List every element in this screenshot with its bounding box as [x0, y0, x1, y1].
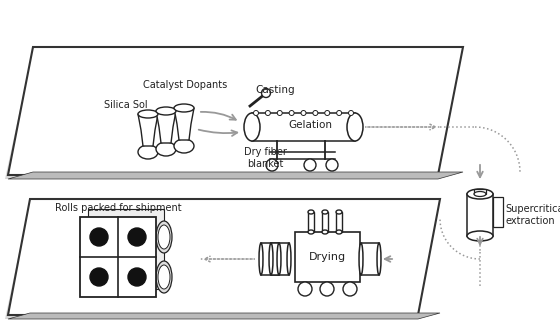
- Bar: [467, 194, 493, 236]
- Circle shape: [301, 111, 306, 115]
- Ellipse shape: [474, 192, 486, 197]
- Text: Silica Sol: Silica Sol: [104, 100, 148, 110]
- Polygon shape: [5, 201, 440, 319]
- Ellipse shape: [269, 243, 273, 275]
- Circle shape: [254, 111, 259, 115]
- Ellipse shape: [467, 231, 493, 241]
- Ellipse shape: [287, 243, 291, 275]
- Ellipse shape: [467, 189, 493, 199]
- Bar: [336, 212, 342, 232]
- Circle shape: [320, 282, 334, 296]
- Circle shape: [343, 282, 357, 296]
- Circle shape: [90, 228, 108, 246]
- Ellipse shape: [336, 230, 342, 234]
- Ellipse shape: [347, 113, 363, 141]
- Circle shape: [265, 111, 270, 115]
- Ellipse shape: [156, 142, 176, 156]
- Ellipse shape: [377, 243, 381, 275]
- Ellipse shape: [138, 110, 158, 118]
- Text: Rolls packed for shipment: Rolls packed for shipment: [55, 203, 181, 213]
- Polygon shape: [5, 49, 463, 179]
- Ellipse shape: [308, 230, 314, 234]
- Circle shape: [325, 111, 330, 115]
- Ellipse shape: [158, 225, 170, 249]
- Polygon shape: [8, 313, 440, 319]
- Polygon shape: [174, 108, 194, 140]
- Ellipse shape: [156, 221, 172, 253]
- Ellipse shape: [322, 230, 328, 234]
- Ellipse shape: [308, 210, 314, 214]
- Circle shape: [128, 228, 146, 246]
- Polygon shape: [8, 47, 463, 175]
- Ellipse shape: [359, 243, 363, 275]
- Circle shape: [90, 268, 108, 286]
- Bar: [80, 217, 156, 297]
- Polygon shape: [156, 111, 176, 143]
- Polygon shape: [8, 172, 463, 179]
- Bar: [295, 232, 360, 282]
- Bar: [493, 197, 503, 227]
- Circle shape: [298, 282, 312, 296]
- Ellipse shape: [138, 145, 158, 159]
- Circle shape: [337, 111, 342, 115]
- Ellipse shape: [322, 210, 328, 214]
- Circle shape: [277, 111, 282, 115]
- Bar: [271, 243, 289, 275]
- Polygon shape: [138, 114, 158, 146]
- Text: Drying: Drying: [309, 252, 346, 262]
- Ellipse shape: [336, 210, 342, 214]
- Bar: [361, 243, 379, 275]
- Ellipse shape: [156, 107, 176, 115]
- Ellipse shape: [174, 104, 194, 112]
- Circle shape: [313, 111, 318, 115]
- Ellipse shape: [174, 139, 194, 153]
- Circle shape: [348, 111, 353, 115]
- Bar: [322, 212, 328, 232]
- Ellipse shape: [259, 243, 263, 275]
- Ellipse shape: [156, 261, 172, 293]
- Bar: [88, 209, 164, 289]
- Circle shape: [304, 159, 316, 171]
- Ellipse shape: [158, 265, 170, 289]
- Circle shape: [289, 111, 294, 115]
- Polygon shape: [8, 199, 440, 315]
- Ellipse shape: [277, 243, 281, 275]
- Circle shape: [128, 268, 146, 286]
- Text: Supercritical
extraction: Supercritical extraction: [505, 204, 560, 226]
- Bar: [261, 243, 279, 275]
- Bar: [308, 212, 314, 232]
- Text: Catalyst Dopants: Catalyst Dopants: [143, 80, 227, 90]
- Text: Dry fiber
blanket: Dry fiber blanket: [244, 147, 286, 169]
- Circle shape: [266, 159, 278, 171]
- Text: Gelation: Gelation: [288, 120, 332, 130]
- Bar: [474, 189, 486, 194]
- Text: Casting: Casting: [255, 85, 295, 95]
- Circle shape: [326, 159, 338, 171]
- Ellipse shape: [244, 113, 260, 141]
- Ellipse shape: [262, 89, 270, 97]
